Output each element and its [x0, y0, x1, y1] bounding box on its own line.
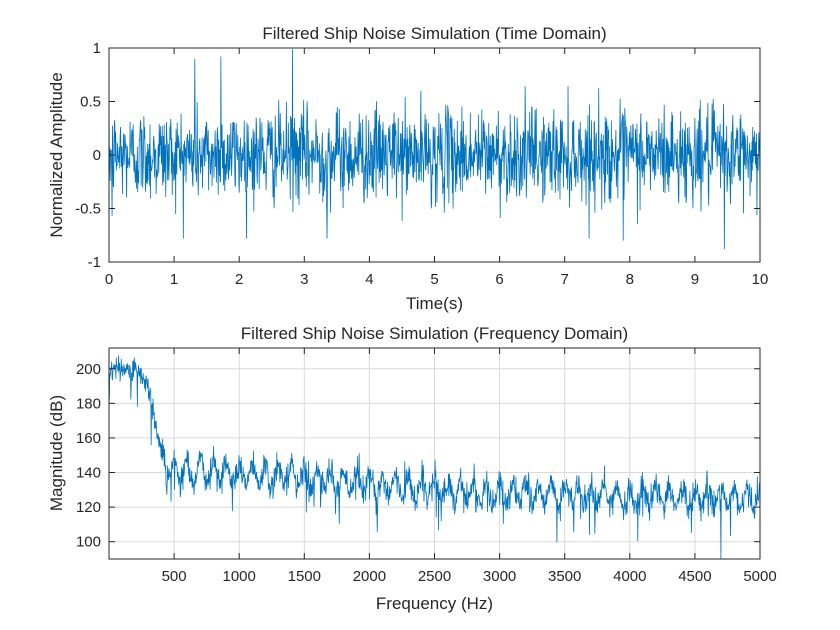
- y-tick-label: 120: [76, 499, 101, 516]
- y-tick-label: -1: [88, 254, 101, 271]
- x-tick-label: 2000: [353, 568, 386, 585]
- x-tick-label: 3500: [548, 568, 581, 585]
- x-tick-label: 500: [162, 568, 187, 585]
- y-tick-label: 160: [76, 430, 101, 447]
- frequency-y-axis-label: Magnitude (dB): [47, 395, 66, 511]
- y-tick-label: 100: [76, 534, 101, 551]
- x-tick-label: 1000: [223, 568, 256, 585]
- frequency-domain-panel: 500 1000 1500 2000 2500 3000 3500 4000 4500 5000 1…: [47, 324, 777, 613]
- y-tick-label: 1: [93, 40, 101, 57]
- x-tick-label: 1500: [288, 568, 321, 585]
- time-ticks: 0 1 2 3 4 5 6 7 8 9 10 -1 -0.5 0 0.5 1: [75, 40, 768, 288]
- time-y-axis-label: Normalized Amplitude: [47, 72, 66, 237]
- x-tick-label: 2: [235, 271, 243, 288]
- x-tick-label: 2500: [418, 568, 451, 585]
- x-tick-label: 4500: [678, 568, 711, 585]
- y-tick-label: 140: [76, 465, 101, 482]
- time-x-axis-label: Time(s): [406, 294, 463, 313]
- x-tick-label: 7: [561, 271, 569, 288]
- x-tick-label: 6: [495, 271, 503, 288]
- y-tick-label: 200: [76, 361, 101, 378]
- y-tick-label: 0.5: [80, 94, 101, 111]
- frequency-chart-title: Filtered Ship Noise Simulation (Frequenc…: [241, 324, 628, 343]
- y-tick-label: -0.5: [75, 201, 101, 218]
- y-tick-label: 180: [76, 395, 101, 412]
- time-chart-title: Filtered Ship Noise Simulation (Time Dom…: [262, 24, 606, 43]
- x-tick-label: 5000: [743, 568, 776, 585]
- x-tick-label: 3: [300, 271, 308, 288]
- x-tick-label: 4000: [613, 568, 646, 585]
- time-domain-panel: 0 1 2 3 4 5 6 7 8 9 10 -1 -0.5 0 0.5 1 Filtered Ship No…: [47, 24, 768, 313]
- y-tick-label: 0: [93, 147, 101, 164]
- x-tick-label: 8: [626, 271, 634, 288]
- frequency-series-line: [108, 355, 761, 560]
- x-tick-label: 9: [691, 271, 699, 288]
- frequency-x-axis-label: Frequency (Hz): [376, 594, 493, 613]
- x-tick-label: 10: [752, 271, 769, 288]
- frequency-ticks: 500 1000 1500 2000 2500 3000 3500 4000 4500 5000 1…: [76, 348, 777, 585]
- x-tick-label: 5: [430, 271, 438, 288]
- time-series-line: [108, 49, 761, 250]
- x-tick-label: 0: [105, 271, 113, 288]
- x-tick-label: 4: [365, 271, 373, 288]
- x-tick-label: 3000: [483, 568, 516, 585]
- x-tick-label: 1: [170, 271, 178, 288]
